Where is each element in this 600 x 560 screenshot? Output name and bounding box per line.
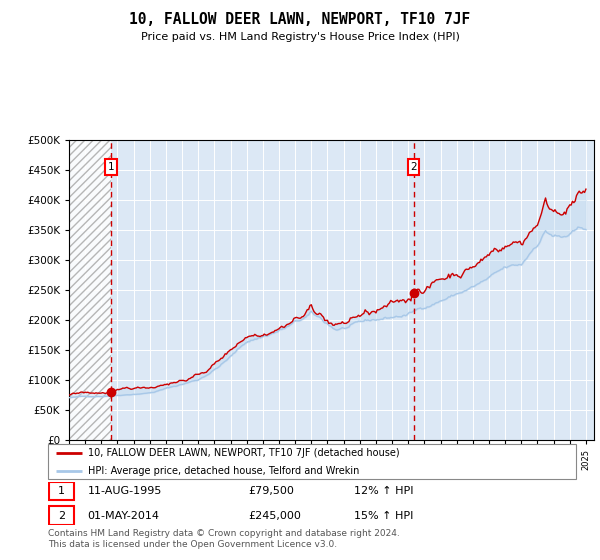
Text: 12% ↑ HPI: 12% ↑ HPI: [354, 486, 414, 496]
Text: Price paid vs. HM Land Registry's House Price Index (HPI): Price paid vs. HM Land Registry's House …: [140, 32, 460, 43]
Text: 15% ↑ HPI: 15% ↑ HPI: [354, 511, 413, 521]
Text: £245,000: £245,000: [248, 511, 302, 521]
Text: £79,500: £79,500: [248, 486, 295, 496]
Text: 01-MAY-2014: 01-MAY-2014: [88, 511, 160, 521]
FancyBboxPatch shape: [49, 506, 74, 525]
Text: HPI: Average price, detached house, Telford and Wrekin: HPI: Average price, detached house, Telf…: [88, 466, 359, 476]
Text: Contains HM Land Registry data © Crown copyright and database right 2024.
This d: Contains HM Land Registry data © Crown c…: [48, 529, 400, 549]
Text: 2: 2: [58, 511, 65, 521]
Text: 2: 2: [410, 162, 417, 172]
Text: 1: 1: [58, 486, 65, 496]
Text: 10, FALLOW DEER LAWN, NEWPORT, TF10 7JF: 10, FALLOW DEER LAWN, NEWPORT, TF10 7JF: [130, 12, 470, 27]
Text: 11-AUG-1995: 11-AUG-1995: [88, 486, 162, 496]
Bar: [69, 140, 112, 440]
Text: 1: 1: [108, 162, 115, 172]
FancyBboxPatch shape: [48, 444, 576, 479]
Bar: [69, 140, 112, 440]
FancyBboxPatch shape: [49, 482, 74, 501]
Text: 10, FALLOW DEER LAWN, NEWPORT, TF10 7JF (detached house): 10, FALLOW DEER LAWN, NEWPORT, TF10 7JF …: [88, 449, 399, 459]
